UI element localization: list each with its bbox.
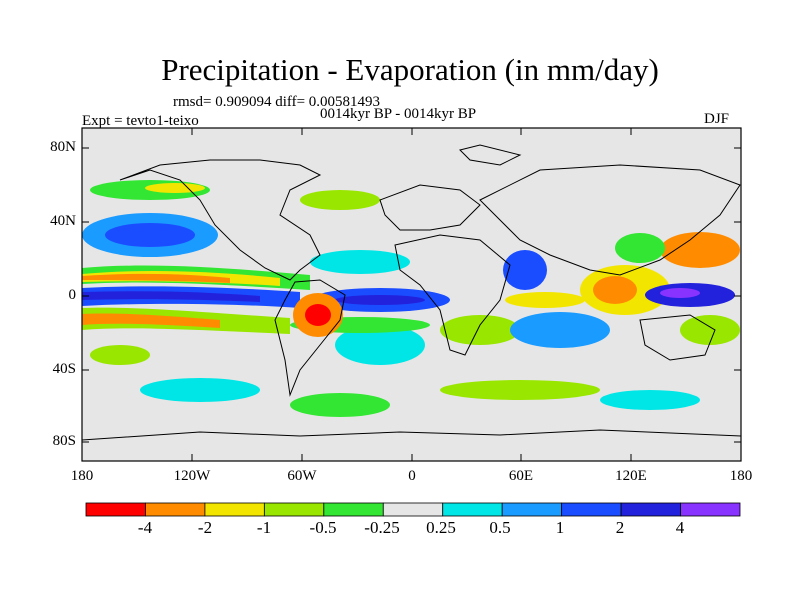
lon-label-180w: 180 [70,468,94,484]
lon-label-60e: 60E [508,468,534,484]
colorbar-swatch [620,502,681,517]
europe-coast [379,184,481,231]
north-atlantic-storm [300,190,380,210]
south-pacific-wet [680,315,740,345]
axis-ticks [82,128,741,461]
australia-coast [639,314,716,361]
spcz-core [82,313,220,328]
antarctica-coast [82,429,741,441]
stats-line: rmsd= 0.909094 diff= 0.00581493 [173,94,381,110]
west-pacific-dry-core [660,288,700,298]
south-pacific-storm [90,345,150,365]
colorbar-swatch [382,502,444,517]
arctic-islands-coast [459,144,522,166]
map-title: Precipitation - Evaporation (in mm/day) [161,52,659,87]
colorbar-swatch [204,502,265,517]
colorbar-swatch [442,502,503,517]
colorbar-swatch [263,502,325,517]
colorbar-swatch [323,502,384,517]
kuroshio-wet [660,232,740,268]
colorbar-label: -0.25 [364,518,400,537]
colorbar-label: 2 [615,518,625,537]
africa-coast [394,234,511,356]
lat-label-0: 0 [68,287,77,303]
southern-africa-wet [440,315,520,345]
coastlines [82,144,741,441]
lat-label-40s: 40S [52,361,76,377]
lat-label-80n: 80N [50,139,76,155]
colorbar-label: 0.5 [489,518,511,537]
lon-label-120w: 120W [173,468,211,484]
colorbar-swatch [145,502,206,517]
southern-ocean-dry-2 [600,390,700,410]
south-indian-dry [510,312,610,348]
east-asia-wet [615,233,665,263]
atlantic-dry-core [335,295,425,305]
south-america-coast [274,279,346,397]
amazon-wet-core [305,304,331,326]
arabian-sea-dry [503,250,547,290]
colorbar-label: 0.25 [426,518,456,537]
north-america-coast [119,159,322,281]
lat-label-40n: 40N [50,213,76,229]
period-label: 0014kyr BP - 0014kyr BP [320,106,477,122]
colorbar-label: 1 [555,518,565,537]
colorbar-label: -4 [137,518,153,537]
map-field [82,128,741,461]
colorbar-label: 4 [675,518,685,537]
southern-ocean-wet-2 [440,380,600,400]
lon-label-180e: 180 [729,468,753,484]
asia-coast [479,164,741,276]
colorbar [85,502,741,517]
lon-label-120e: 120E [615,468,647,484]
lon-label-0: 0 [408,468,416,484]
equatorial-dry-core [82,291,260,302]
north-pacific-dry-core [105,223,195,247]
southern-ocean-wet-1 [290,393,390,417]
colorbar-label: -1 [256,518,272,537]
maritime-continent-core [593,276,637,304]
experiment-label: Expt = tevto1-teixo [82,113,199,129]
indian-ocean-wet [505,292,585,308]
southern-ocean-dry-1 [140,378,260,402]
season-label: DJF [704,111,730,127]
itcz-core [82,273,230,283]
colorbar-swatch [85,502,146,517]
colorbar-swatch [561,502,622,517]
south-atlantic-dry [335,325,425,365]
colorbar-label: -2 [197,518,213,537]
north-pacific-storm-core [145,183,205,193]
colorbar-swatch [680,502,741,517]
colorbar-label: -0.5 [309,518,337,537]
lat-label-80s: 80S [52,433,76,449]
north-atlantic-dry [310,250,410,274]
colorbar-swatch [501,502,563,517]
lon-label-60w: 60W [287,468,317,484]
